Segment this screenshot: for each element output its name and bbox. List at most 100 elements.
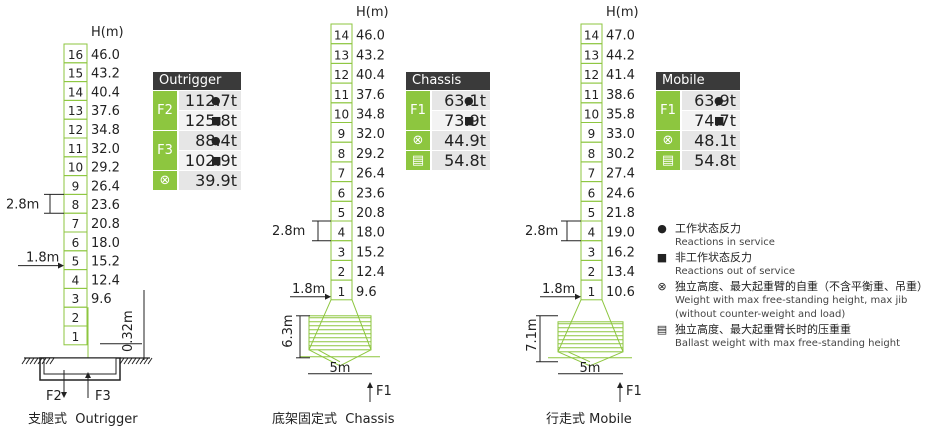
hatch	[139, 357, 145, 365]
height-value: 32.0	[91, 142, 120, 157]
dot-icon: ●	[464, 94, 474, 107]
f3-label: F3	[95, 389, 111, 404]
table-title: Outrigger	[153, 72, 241, 90]
section-number: 9	[72, 179, 80, 193]
legend-en2: (without counter-weight and load)	[675, 309, 846, 320]
mobile-brace	[557, 351, 624, 367]
weight-icon: ⊗	[153, 171, 177, 190]
height-value: 26.4	[91, 179, 120, 194]
hatch	[49, 357, 55, 365]
height-value: 29.2	[356, 147, 385, 162]
height-value: 26.4	[356, 167, 385, 182]
height-value: 35.8	[606, 108, 635, 123]
legend-zh: 非工作状态反力	[675, 251, 752, 264]
height-value: 9.6	[356, 285, 377, 300]
hatch	[123, 357, 129, 365]
chassis-leg	[308, 299, 372, 351]
section-number: 15	[68, 67, 83, 81]
ballast-icon: ▤	[406, 151, 430, 170]
section-number: 8	[338, 147, 346, 161]
section-number: 3	[72, 292, 80, 306]
caption-chassis: 底架固定式 Chassis	[272, 412, 395, 427]
height-value: 20.8	[91, 217, 120, 232]
section-number: 16	[68, 48, 83, 62]
height-value: 19.0	[606, 226, 635, 241]
height-value: 37.6	[356, 88, 385, 103]
f3-out-value: 102.9t	[184, 151, 237, 170]
height-value: 40.4	[356, 68, 385, 83]
height-value: 46.0	[91, 48, 120, 63]
f1-label: F1	[376, 384, 392, 399]
hatch	[127, 357, 133, 365]
dot-icon: ●	[211, 134, 221, 147]
height-value: 27.4	[606, 167, 635, 182]
legend-item: ● 工作状态反力 Reactions in service	[655, 222, 928, 250]
f2-out-value: 125.8t	[184, 111, 237, 130]
hatch	[21, 357, 27, 365]
caption-mobile: 行走式 Mobile	[546, 412, 632, 427]
section-number: 12	[334, 68, 349, 82]
square-icon: ■	[714, 114, 725, 127]
f1-arrow-head	[367, 382, 373, 388]
section-number: 4	[338, 226, 346, 240]
height-value: 21.8	[606, 206, 635, 221]
legend-en: Weight with max free-standing height, ma…	[675, 295, 908, 306]
legend-item: ⊗ 独立高度、最大起重臂的自重（不含平衡重、吊重） Weight with ma…	[655, 280, 928, 322]
ballast-block	[308, 315, 372, 351]
hatch	[45, 357, 51, 365]
section-number: 11	[584, 88, 599, 102]
height-value: 12.4	[356, 265, 385, 280]
ballast-block	[557, 321, 624, 353]
mobile-leg	[557, 299, 624, 353]
section-number: 11	[68, 142, 83, 156]
section-number: 13	[584, 48, 599, 62]
dim-width-label: 5m	[330, 361, 351, 376]
dim-height-label: 7.1m	[525, 318, 540, 351]
f3-service-value: 88.4t	[195, 131, 237, 150]
legend-en: Ballast weight with max free-standing he…	[675, 338, 901, 349]
section-number: 10	[334, 108, 349, 122]
height-value: 38.6	[606, 88, 635, 103]
section-number: 3	[338, 245, 346, 259]
section-number: 12	[584, 68, 599, 82]
section-number: 6	[588, 186, 596, 200]
f3-label: F3	[153, 131, 177, 170]
section-number: 12	[68, 123, 83, 137]
f2-label: F2	[46, 389, 62, 404]
height-value: 43.2	[356, 48, 385, 63]
chassis-table: Chassis F1 ⊗ ▤ ● 63.1t ■ 73.9t 44.9t 54.8t	[406, 72, 490, 170]
weight-icon: ⊗	[656, 131, 680, 150]
height-value: 16.2	[606, 245, 635, 260]
height-value: 15.2	[356, 245, 385, 260]
section-number: 1	[588, 285, 596, 299]
height-value: 40.4	[91, 85, 120, 100]
f1-label: F1	[406, 91, 430, 130]
caption-outrigger: 支腿式 Outrigger	[28, 412, 138, 427]
height-value: 10.6	[606, 285, 635, 300]
dim-section-label: 2.8m	[6, 197, 39, 212]
height-value: 15.2	[91, 255, 120, 270]
ballast-value: 54.8t	[694, 151, 736, 170]
hatch	[119, 357, 125, 365]
hatch	[37, 357, 43, 365]
foundation-inner	[43, 357, 117, 375]
legend-en: Reactions out of service	[675, 266, 796, 277]
section-number: 4	[72, 273, 80, 287]
square-icon: ■	[656, 251, 668, 264]
height-value: 23.6	[356, 186, 385, 201]
height-value: 47.0	[606, 29, 635, 44]
f1-label: F1	[626, 384, 642, 399]
mast-section	[63, 325, 88, 346]
f3-arrow-head	[85, 372, 91, 378]
dim-base-label: 1.8m	[26, 251, 59, 266]
dim-base-label: 1.8m	[542, 282, 575, 297]
section-number: 9	[588, 127, 596, 141]
height-value: 41.4	[606, 68, 635, 83]
section-number: 4	[588, 226, 596, 240]
table-title: Chassis	[406, 72, 490, 90]
height-value: 46.0	[356, 29, 385, 44]
height-value: 20.8	[356, 206, 385, 221]
section-number: 7	[72, 217, 80, 231]
legend-zh: 独立高度、最大起重臂的自重（不含平衡重、吊重）	[675, 280, 928, 293]
